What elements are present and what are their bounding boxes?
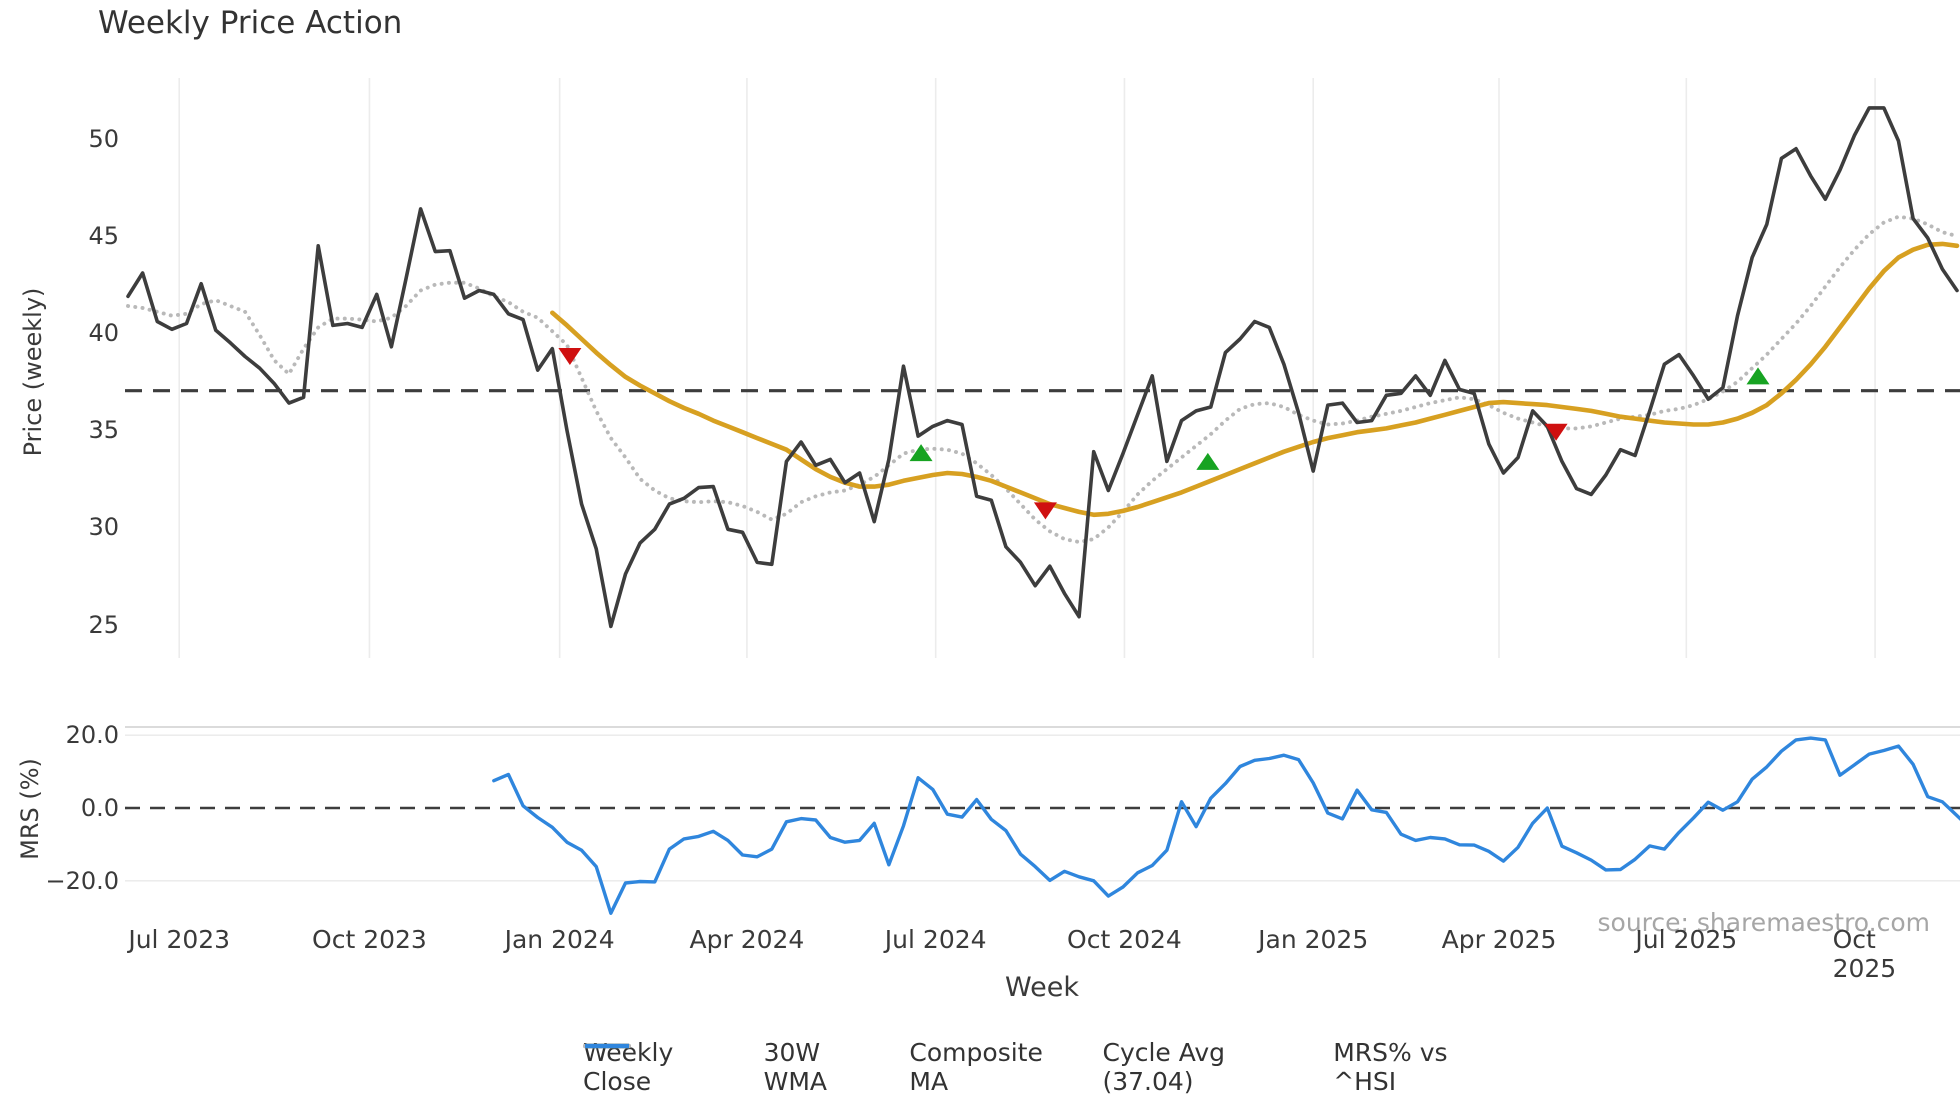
legend: Weekly Close 30W WMA Composite MA Cycle Avg… — [583, 1038, 1501, 1096]
buy-marker-3 — [1746, 367, 1770, 385]
price-tick-40: 40 — [88, 319, 119, 348]
legend-label: MRS% vs ^HSI — [1333, 1038, 1448, 1096]
price-tick-50: 50 — [88, 125, 119, 153]
legend-item-mrs-vs-hsi: MRS% vs ^HSI — [585, 1038, 1501, 1096]
weekly-close-line — [126, 106, 1959, 629]
source-watermark: source: sharemaestro.com — [1597, 908, 1931, 937]
legend-item-30w-wma: 30W WMA — [585, 1038, 880, 1096]
week-tick-Oct-2025: Oct 2025 — [1832, 925, 1897, 983]
legend-label: Composite MA — [909, 1038, 1043, 1096]
price-tick-35: 35 — [88, 416, 119, 445]
week-tick-Jul-2024: Jul 2024 — [884, 925, 987, 954]
price-tick-45: 45 — [88, 222, 119, 251]
buy-marker-1 — [909, 444, 933, 462]
sell-marker-1 — [558, 348, 582, 366]
week-tick-Apr-2025: Apr 2025 — [1441, 925, 1557, 954]
composite-ma-line — [126, 214, 1959, 544]
week-tick-Oct-2024: Oct 2024 — [1067, 925, 1182, 954]
week-tick-Jul-2023: Jul 2023 — [128, 925, 231, 954]
mrs-tick--20: −20.0 — [45, 866, 119, 895]
legend-label: 30W WMA — [763, 1038, 828, 1096]
legend-item-weekly-close: Weekly Close — [583, 1038, 734, 1096]
mrs-tick-20: 20.0 — [65, 721, 119, 750]
price-tick-25: 25 — [88, 610, 119, 639]
mrs-tick-0: 0.0 — [80, 794, 119, 822]
chart-title: Weekly Price Action — [98, 5, 403, 41]
week-axis-label: Week — [1005, 972, 1079, 1003]
mrs-line — [492, 736, 1960, 915]
week-tick-Jan-2025: Jan 2025 — [1258, 925, 1369, 954]
sell-marker-3 — [1544, 423, 1568, 441]
legend-item-composite-ma: Composite MA — [583, 1038, 1072, 1096]
week-tick-Jan-2024: Jan 2024 — [504, 925, 615, 954]
legend-label: Weekly Close — [583, 1038, 674, 1096]
buy-marker-2 — [1196, 452, 1220, 470]
sell-marker-2 — [1033, 502, 1057, 520]
legend-item-cycle-avg-37-04-: Cycle Avg (37.04) — [585, 1038, 1303, 1096]
legend-label: Cycle Avg (37.04) — [1102, 1038, 1226, 1096]
week-tick-Oct-2023: Oct 2023 — [312, 925, 427, 954]
week-tick-Jul-2025: Jul 2025 — [1635, 925, 1738, 954]
price-tick-30: 30 — [88, 513, 119, 542]
week-tick-Apr-2024: Apr 2024 — [689, 925, 805, 954]
legend-swatch — [585, 1043, 629, 1049]
wma-30w-line — [550, 241, 1960, 518]
